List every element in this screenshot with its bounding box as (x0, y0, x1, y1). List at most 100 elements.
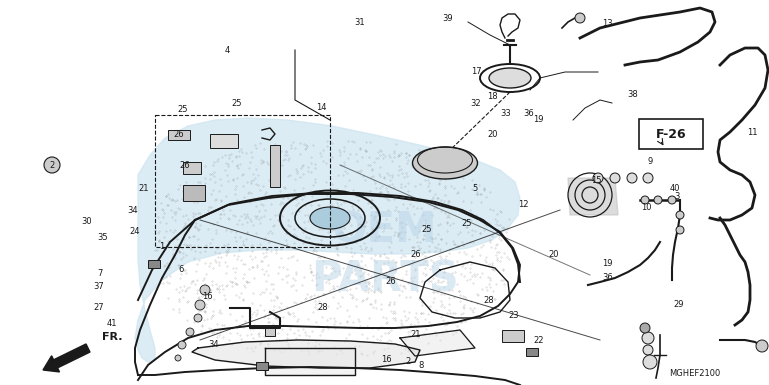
Text: 31: 31 (355, 18, 365, 27)
Circle shape (641, 196, 649, 204)
Circle shape (643, 173, 653, 183)
Text: 36: 36 (602, 273, 613, 282)
Text: 25: 25 (461, 219, 472, 228)
Text: 14: 14 (316, 103, 327, 112)
Text: 32: 32 (470, 99, 481, 109)
Text: 2: 2 (405, 357, 410, 367)
Text: 21: 21 (138, 184, 149, 193)
FancyArrow shape (43, 344, 90, 372)
Text: 25: 25 (421, 224, 432, 234)
Circle shape (178, 341, 186, 349)
Bar (148, 260, 160, 268)
Text: 26: 26 (411, 249, 421, 259)
Polygon shape (135, 118, 520, 362)
Text: 15: 15 (591, 176, 601, 186)
Text: 9: 9 (647, 157, 652, 166)
Circle shape (643, 355, 657, 369)
Bar (168, 130, 190, 140)
Text: 28: 28 (483, 296, 494, 305)
Text: 25: 25 (231, 99, 242, 108)
Text: 27: 27 (93, 303, 104, 313)
Ellipse shape (412, 147, 478, 179)
Polygon shape (192, 340, 420, 368)
Text: 21: 21 (410, 330, 421, 340)
FancyBboxPatch shape (639, 119, 703, 149)
Text: 5: 5 (473, 184, 478, 193)
Text: FR.: FR. (102, 332, 122, 342)
Circle shape (756, 340, 768, 352)
Text: 26: 26 (179, 161, 190, 170)
Circle shape (610, 173, 620, 183)
Text: 6: 6 (178, 265, 183, 274)
Bar (270, 145, 280, 187)
Text: 13: 13 (602, 18, 613, 28)
Circle shape (44, 157, 60, 173)
Text: 36: 36 (524, 109, 534, 118)
Text: 16: 16 (202, 292, 213, 301)
Circle shape (194, 314, 202, 322)
Text: 37: 37 (93, 282, 104, 291)
Text: 10: 10 (641, 203, 651, 213)
Polygon shape (265, 348, 355, 375)
Circle shape (676, 211, 684, 219)
Text: 4: 4 (225, 45, 229, 55)
Text: 39: 39 (442, 14, 453, 23)
Text: 29: 29 (673, 300, 684, 309)
Text: 20: 20 (487, 130, 498, 139)
Text: 35: 35 (97, 233, 108, 242)
Bar (526, 348, 538, 356)
Circle shape (640, 323, 650, 333)
Text: 40: 40 (670, 184, 681, 193)
Text: 24: 24 (129, 226, 140, 236)
Text: 2: 2 (50, 161, 55, 170)
Circle shape (575, 13, 585, 23)
Text: 26: 26 (385, 276, 396, 286)
Bar (256, 362, 268, 370)
Circle shape (627, 173, 637, 183)
Bar (155, 115, 330, 247)
Text: 20: 20 (548, 249, 559, 259)
Text: 26: 26 (173, 130, 184, 139)
Text: OEM
PARTS: OEM PARTS (311, 210, 459, 300)
Ellipse shape (310, 207, 350, 229)
Text: 28: 28 (318, 303, 328, 313)
Text: 34: 34 (127, 206, 138, 216)
Text: 17: 17 (471, 67, 482, 76)
Text: F-26: F-26 (656, 127, 686, 141)
Polygon shape (400, 330, 475, 356)
Circle shape (186, 328, 194, 336)
Bar (265, 328, 275, 336)
Text: MGHEF2100: MGHEF2100 (669, 368, 721, 378)
Text: 23: 23 (508, 311, 519, 320)
Text: 16: 16 (381, 355, 391, 365)
Text: 8: 8 (419, 361, 424, 370)
Text: 18: 18 (487, 92, 498, 101)
Circle shape (200, 285, 210, 295)
Bar (502, 330, 524, 342)
Text: 11: 11 (747, 128, 757, 137)
Text: 34: 34 (208, 340, 219, 349)
Circle shape (654, 196, 662, 204)
Text: 12: 12 (518, 199, 528, 209)
Text: 22: 22 (533, 336, 544, 345)
Circle shape (642, 332, 654, 344)
Circle shape (593, 173, 603, 183)
Text: 33: 33 (501, 109, 511, 118)
Bar (183, 185, 205, 201)
Text: 30: 30 (81, 217, 92, 226)
Text: 1: 1 (159, 242, 164, 251)
Text: 41: 41 (106, 319, 117, 328)
Text: 38: 38 (628, 90, 638, 99)
Circle shape (668, 196, 676, 204)
Circle shape (643, 345, 653, 355)
Circle shape (175, 355, 181, 361)
Text: 3: 3 (674, 192, 679, 201)
Bar (210, 134, 238, 148)
Text: 25: 25 (177, 105, 188, 114)
Ellipse shape (489, 68, 531, 88)
Text: 19: 19 (602, 259, 613, 268)
Text: 19: 19 (533, 115, 544, 124)
Text: 7: 7 (98, 269, 102, 278)
Circle shape (195, 300, 205, 310)
Polygon shape (568, 178, 618, 215)
